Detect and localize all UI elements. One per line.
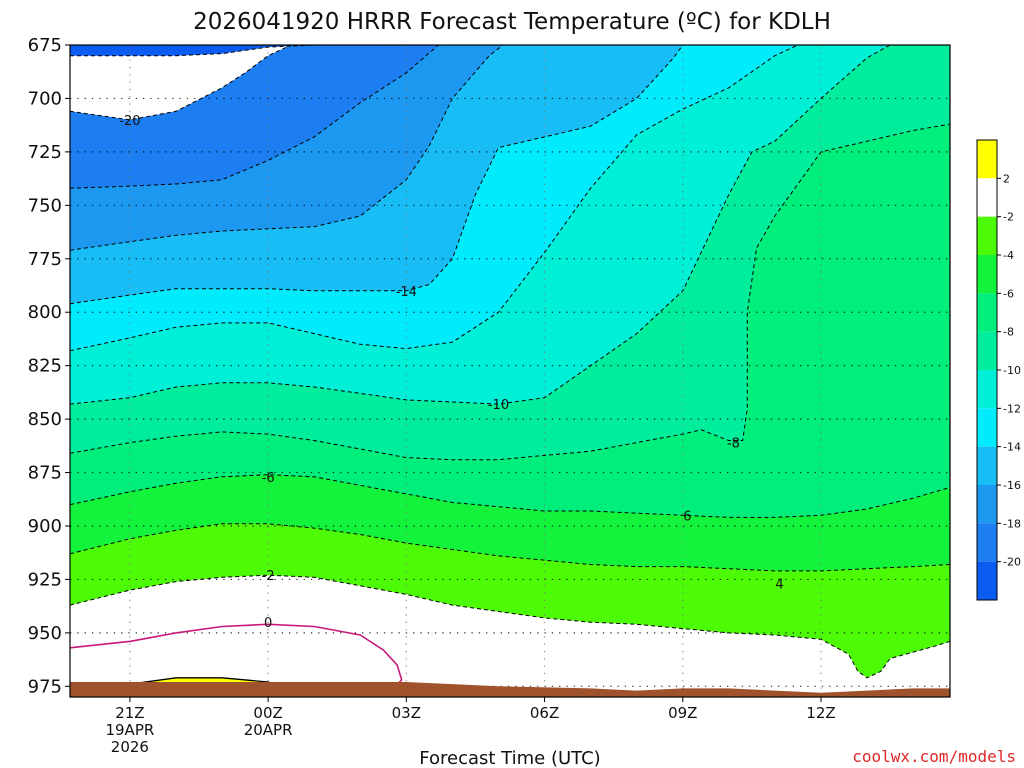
y-tick-label: 925: [28, 569, 62, 590]
colorbar-swatch: [977, 370, 997, 409]
colorbar-label: -14: [1003, 441, 1021, 454]
y-tick-label: 750: [28, 195, 62, 216]
colorbar-label: -12: [1003, 402, 1021, 415]
chart-title: 2026041920 HRRR Forecast Temperature (ºC…: [193, 9, 831, 35]
y-tick-label: 900: [28, 516, 62, 537]
contour-line--22: [70, 45, 315, 57]
contour-label: -6: [262, 471, 275, 486]
y-tick-label: 825: [28, 356, 62, 377]
colorbar-label: 2: [1003, 172, 1010, 185]
x-tick-label: 03Z: [392, 704, 421, 722]
contour-line--6: [70, 474, 950, 518]
x-tick-label: 09Z: [668, 704, 697, 722]
y-tick-label: 675: [28, 35, 62, 56]
x-tick-label: 2026: [111, 738, 149, 756]
x-axis-label: Forecast Time (UTC): [419, 748, 600, 768]
y-tick-label: 850: [28, 409, 62, 430]
colorbar-label: -4: [1003, 249, 1014, 262]
contour-label: -14: [396, 285, 417, 300]
plot-frame: [69, 44, 951, 698]
colorbar-swatch: [977, 331, 997, 370]
x-tick-label: 19APR: [105, 721, 154, 739]
contour-label: 6: [683, 509, 691, 524]
colorbar-swatch: [977, 216, 997, 255]
band-fill--2: [70, 575, 950, 697]
colorbar: 2 -2 -4 -6 -8 -10 -12 -14 -16 -18 -20: [976, 139, 1021, 601]
y-tick-label: 700: [28, 88, 62, 109]
colorbar-swatch: [977, 485, 997, 524]
colorbar-label: -20: [1003, 556, 1021, 569]
colorbar-swatch: [977, 255, 997, 294]
contour-line--8: [70, 123, 950, 461]
y-tick-label: 975: [28, 676, 62, 697]
colorbar-swatch: [977, 446, 997, 485]
ground-surface: [70, 682, 950, 697]
y-tick-label: 950: [28, 623, 62, 644]
x-tick-label: 00Z: [253, 704, 282, 722]
contour-label: -8: [727, 437, 740, 452]
y-tick-label: 725: [28, 142, 62, 163]
colorbar-swatch: [977, 140, 997, 179]
contour-label: -10: [488, 398, 509, 413]
contour-line--4: [70, 523, 950, 572]
colorbar-label: -8: [1003, 326, 1014, 339]
colorbar-swatch: [977, 523, 997, 562]
colorbar-label: -16: [1003, 479, 1021, 492]
colorbar-swatch: [977, 178, 997, 217]
colorbar-swatch: [977, 408, 997, 447]
x-tick-label: 06Z: [530, 704, 559, 722]
contour-label: -20: [119, 114, 140, 129]
contour-label: -2: [262, 569, 275, 584]
contour-line--2: [70, 574, 950, 679]
contour-label: 4: [775, 578, 783, 593]
x-tick-label: 21Z: [115, 704, 144, 722]
x-tick-label: 20APR: [244, 721, 293, 739]
contour-line--12: [70, 45, 799, 352]
colorbar-label: -2: [1003, 211, 1014, 224]
contour-line--16: [70, 45, 504, 251]
colorbar-label: -18: [1003, 517, 1021, 530]
y-tick-label: 875: [28, 463, 62, 484]
colorbar-swatch: [977, 561, 997, 600]
y-axis: 675 700 725 750 775 800 825 850 875 900 925 950 975: [28, 35, 70, 697]
y-tick-label: 800: [28, 302, 62, 323]
colorbar-label: -10: [1003, 364, 1021, 377]
contour-line-0: [70, 623, 403, 685]
source-credit[interactable]: coolwx.com/models: [852, 747, 1016, 766]
contour-label: 0: [264, 616, 272, 631]
y-tick-label: 775: [28, 249, 62, 270]
x-tick-label: 12Z: [806, 704, 835, 722]
colorbar-label: -6: [1003, 287, 1014, 300]
plot-area: -20 -14 -10 -8 -6 6 -2 4 0: [69, 44, 951, 698]
colorbar-swatch: [977, 293, 997, 332]
contour-line--10: [70, 45, 891, 405]
